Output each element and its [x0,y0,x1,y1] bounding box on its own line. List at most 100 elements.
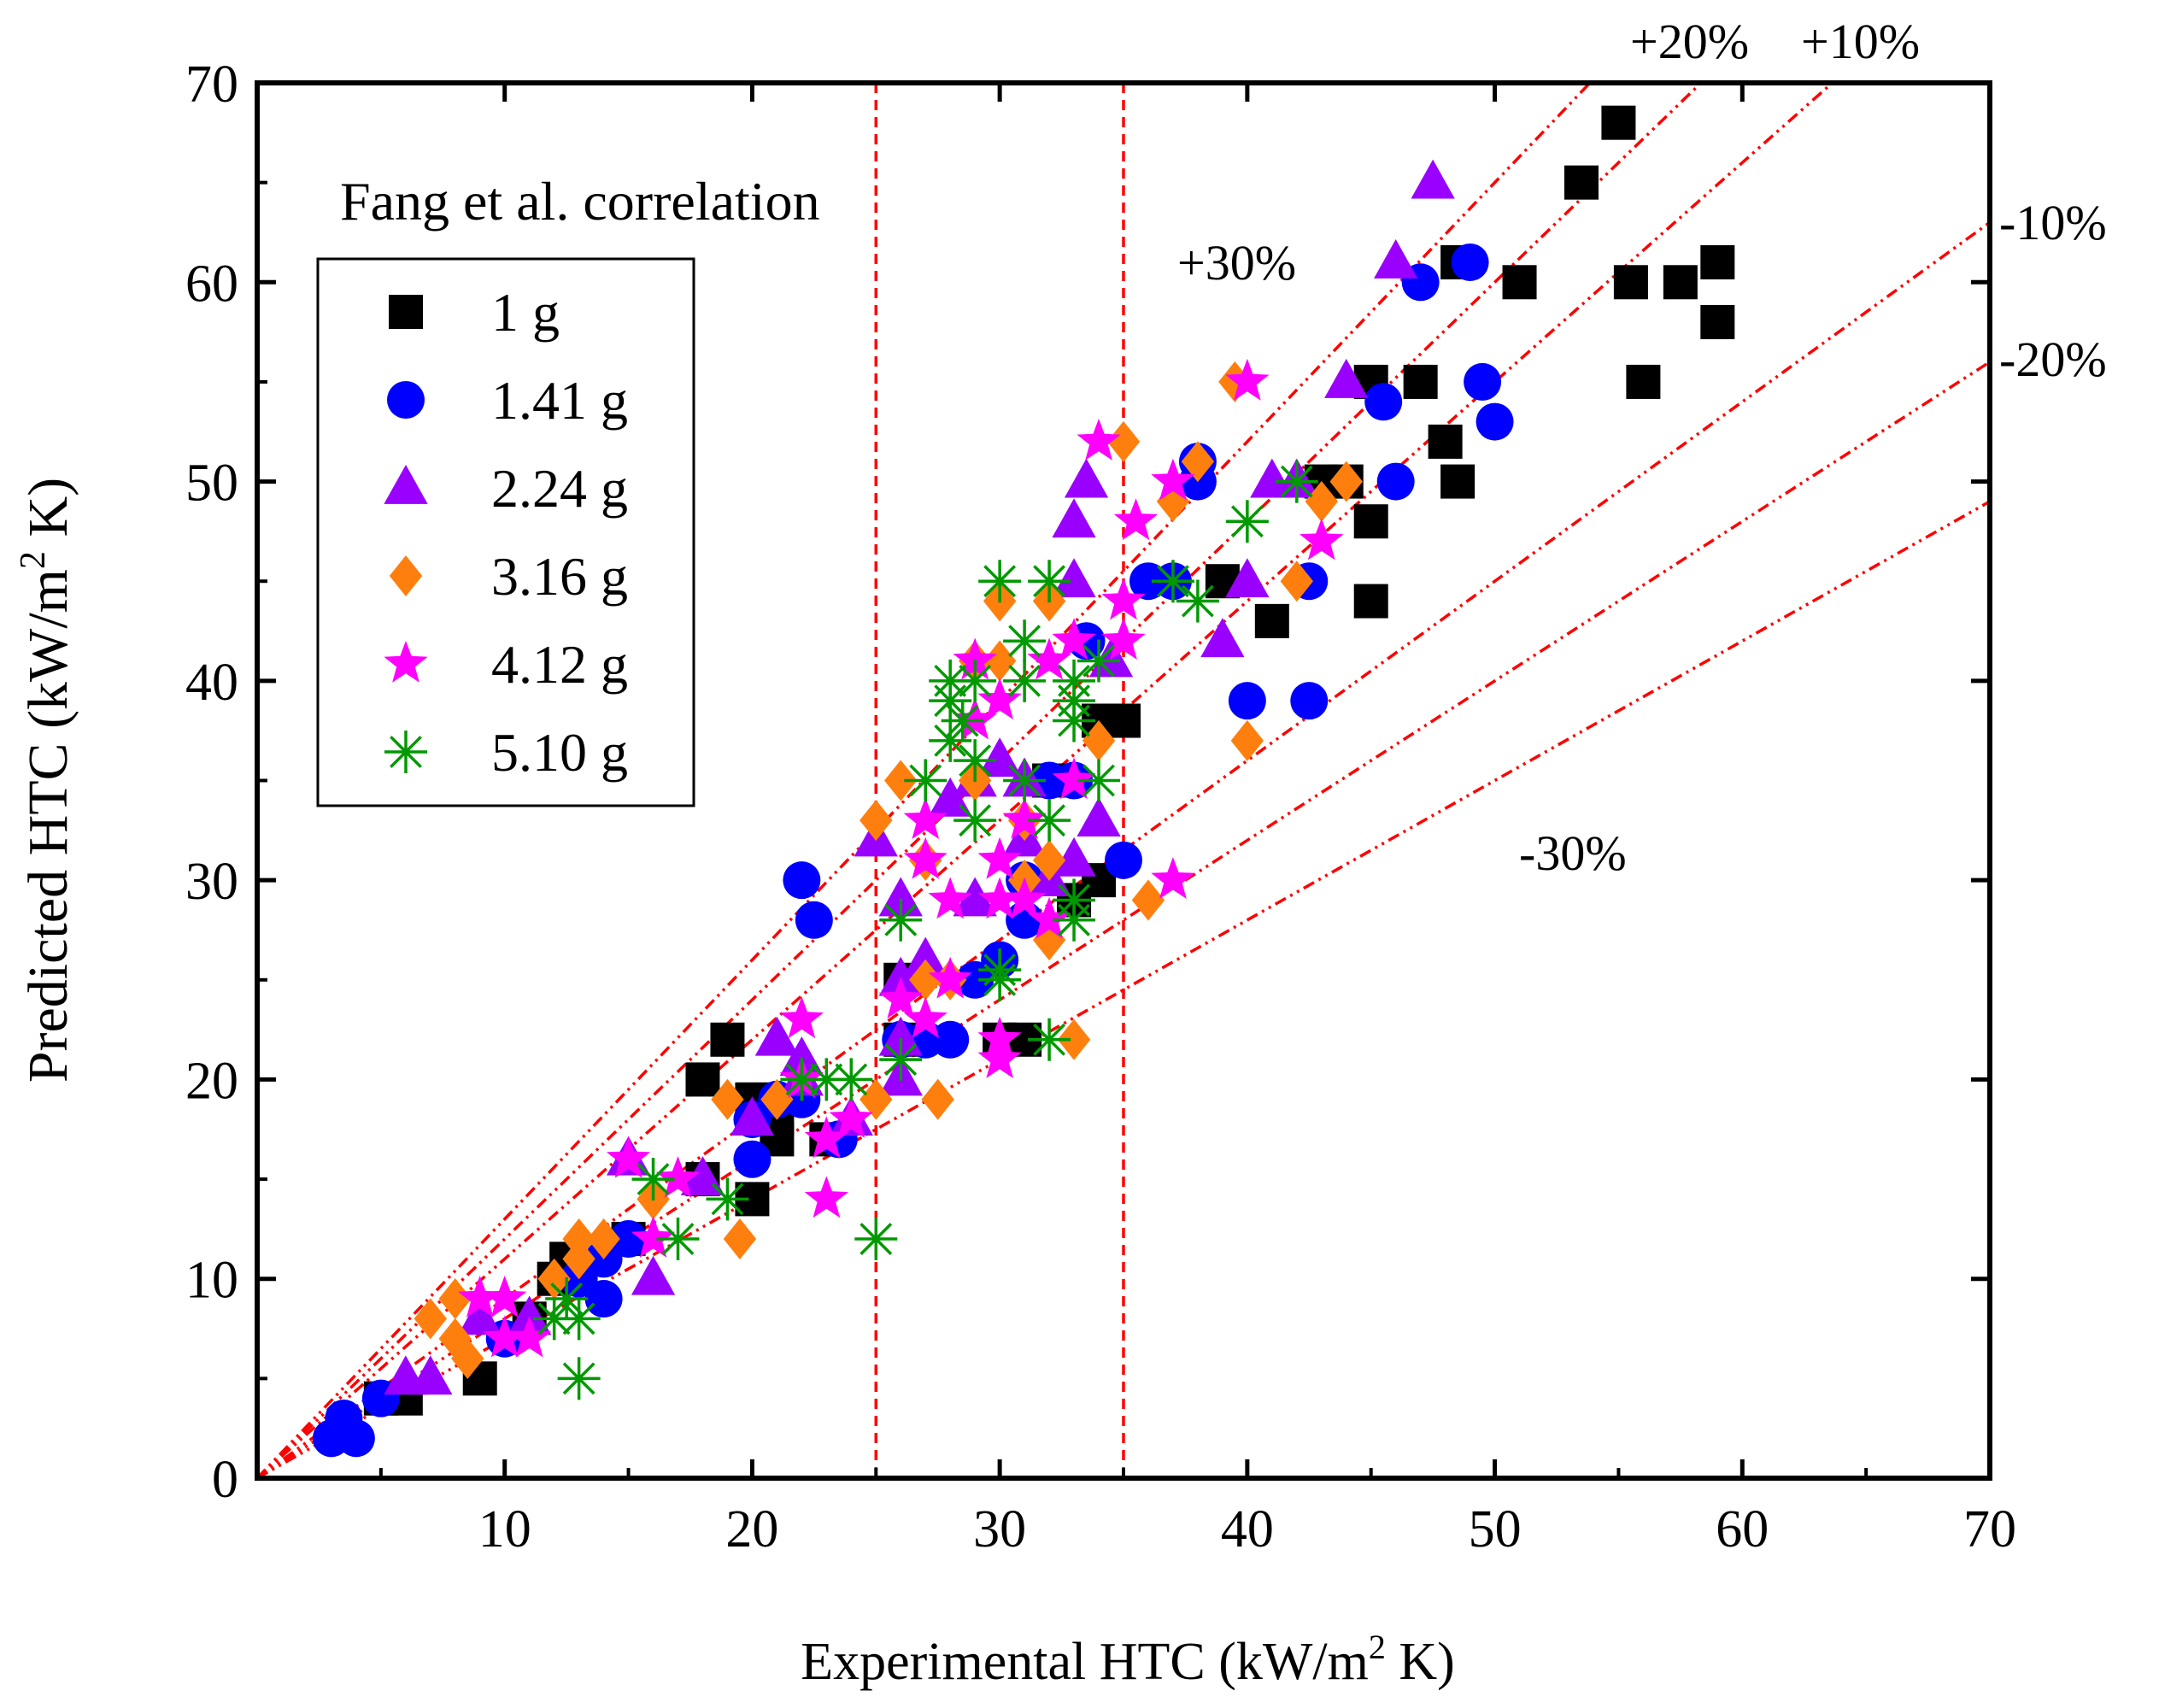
data-point [783,861,821,900]
data-point [537,1258,571,1300]
data-point [1027,896,1071,939]
data-point [1324,358,1369,398]
data-point [903,936,947,977]
data-point [903,836,947,879]
x-axis-label: Experimental HTC (kW/m2 K) [801,1628,1455,1691]
x-axis-label-main: Experimental HTC (kW/m [801,1633,1369,1691]
data-point [1052,498,1096,538]
data-point [1228,682,1266,720]
data-point [557,1297,601,1341]
data-point [928,877,972,919]
data-point [408,1355,453,1395]
x-tick-label: 10 [478,1500,531,1558]
data-point [656,1218,700,1261]
data-point [1451,243,1489,281]
x-tick-label: 30 [973,1500,1026,1558]
data-point [562,1218,595,1260]
data-point [1364,383,1403,421]
data-point [1700,304,1735,339]
data-point [730,1096,775,1136]
data-point [1411,159,1455,199]
data-point [1052,618,1096,660]
series-4_12-g [458,358,1344,1358]
y-axis-label-sup: 2 [14,551,53,569]
x-axis-label-tail: K) [1386,1633,1455,1691]
x-tick-label: 40 [1221,1500,1274,1558]
x-tick-label: 50 [1469,1500,1522,1558]
x-axis-ticks: 10 20 30 40 50 60 70 [378,83,2016,1558]
data-point [1225,500,1269,543]
data-point [941,699,984,742]
data-point [780,1058,824,1101]
data-point [483,1276,527,1318]
x-tick-label: 70 [1963,1500,2016,1558]
data-point [1028,799,1071,842]
data-point [723,1218,757,1260]
data-point [878,956,923,996]
legend-label: 1 g [491,282,560,343]
data-point [879,898,923,942]
data-point [795,901,833,939]
data-point [929,679,972,723]
data-point [1052,558,1096,598]
band-label-plus-20: +20% [1630,14,1749,69]
data-point [532,1297,576,1341]
data-point [1225,358,1270,401]
data-point [1101,578,1146,620]
band-label-minus-30: -30% [1519,825,1627,881]
data-point [587,1218,620,1260]
data-point [1002,797,1047,839]
x-tick-label: 20 [725,1500,778,1558]
data-point [859,800,893,842]
data-point [1353,504,1388,539]
data-point [606,1136,651,1178]
data-point [1053,878,1096,922]
data-point [1003,659,1047,702]
data-point [977,877,1022,919]
data-point [733,1140,771,1178]
y-axis-label: Predicted HTC (kW/m2 K) [14,478,79,1083]
data-point [711,1078,744,1120]
data-point [1663,265,1698,300]
data-point [414,1298,447,1340]
data-point [337,1419,375,1458]
data-point [977,836,1022,879]
data-point [438,1278,472,1320]
data-point [1403,364,1438,399]
data-point [1057,1018,1091,1060]
data-point [609,1220,648,1259]
x-axis-label-sup: 2 [1369,1628,1386,1666]
data-point [1502,265,1537,300]
legend-label: 5.10 g [491,722,628,783]
data-point [438,1318,472,1359]
data-point [1230,719,1264,761]
data-point [953,659,997,702]
data-point [1077,759,1121,802]
legend-marker [389,295,423,329]
data-point [1374,238,1418,279]
y-tick-label: 0 [212,1451,238,1509]
legend-label: 2.24 g [491,458,628,519]
data-point [1601,105,1636,140]
y-tick-label: 70 [185,56,238,114]
data-point [878,877,923,917]
data-point [953,637,997,680]
data-point [1200,618,1245,658]
data-point [1002,877,1047,919]
data-point [1613,265,1648,300]
data-point [1275,460,1318,503]
data-point [1028,560,1071,603]
data-point [1353,584,1388,619]
legend-marker [389,555,423,596]
data-point [929,719,972,762]
data-point [458,1295,502,1335]
band-label-plus-30: +30% [1177,235,1296,291]
legend: 1 g 1.41 g 2.24 g 3.16 g 4.12 g 5.10 g [384,282,628,783]
data-point [1440,464,1476,499]
data-point [1064,458,1109,498]
data-point [977,678,1022,719]
data-point [904,759,947,802]
data-point [953,739,997,783]
data-point [1082,719,1116,761]
